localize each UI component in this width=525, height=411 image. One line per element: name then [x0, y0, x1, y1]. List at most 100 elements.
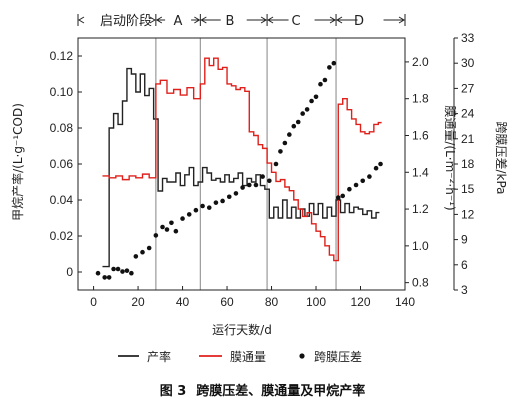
y-right2-tick-label: 24 — [461, 107, 475, 121]
y-right-tick-label: 1.4 — [412, 165, 429, 179]
tmp-point — [300, 111, 305, 116]
tmp-point — [106, 275, 112, 280]
tmp-point — [95, 270, 101, 276]
figure-caption-text: 跨膜压差、膜通量及甲烷产率 — [196, 384, 366, 399]
tmp-point — [347, 186, 352, 192]
y-left-tick-label: 0.12 — [50, 49, 74, 63]
axes: 0 20 40 60 80 100 120 140 0 0.02 0.04 0.06 0.08 0.10 0… — [50, 31, 475, 309]
y-right-tick-label: 1.8 — [412, 92, 429, 106]
y-left-tick-label: 0.06 — [50, 157, 74, 171]
tmp-point — [133, 254, 139, 259]
y-right-tick-label: 2.0 — [412, 55, 429, 69]
tmp-point — [186, 212, 192, 217]
legend-label-methane: 产率 — [147, 349, 171, 364]
tmp-point — [287, 132, 292, 137]
legend-label-flux: 膜通量 — [230, 350, 266, 364]
tmp-point — [240, 185, 245, 190]
y-right2-tick-label: 15 — [461, 182, 475, 196]
stage-label-d: D — [354, 14, 364, 29]
tmp-point — [140, 249, 145, 255]
tmp-point — [253, 182, 259, 188]
y-right2-tick-label: 33 — [461, 31, 475, 45]
tmp-point — [331, 60, 337, 66]
tmp-point — [318, 81, 323, 87]
tmp-point — [153, 233, 159, 238]
y-axis-title-right2: 跨膜压差/kPa — [494, 121, 508, 194]
tmp-point — [146, 245, 152, 251]
stage-arrow-head — [194, 16, 201, 24]
tmp-point — [193, 207, 199, 213]
x-tick-label: 40 — [176, 295, 190, 309]
tmp-point — [173, 228, 179, 234]
y-left-tick-label: 0.02 — [50, 229, 74, 243]
y-left-tick-label: 0.08 — [50, 121, 74, 135]
tmp-point — [180, 216, 185, 221]
tmp-point — [111, 266, 116, 272]
tmp-point — [340, 193, 346, 199]
tmp-point — [220, 198, 225, 204]
tmp-point — [160, 224, 165, 230]
legend-label-tmp: 跨膜压差 — [314, 350, 362, 364]
tmp-point — [367, 174, 372, 179]
legend: 产率 膜通量 跨膜压差 — [118, 349, 362, 364]
stage-label-b: B — [226, 14, 235, 29]
y-left-tick-label: 0.04 — [50, 193, 74, 207]
tmp-point — [169, 220, 174, 226]
tmp-point — [129, 270, 134, 276]
tmp-point — [373, 165, 379, 171]
x-tick-label: 0 — [90, 295, 97, 309]
y-right2-tick-label: 30 — [461, 56, 475, 70]
y-right2-tick-label: 9 — [461, 233, 468, 247]
x-tick-label: 120 — [350, 295, 370, 309]
stage-arrow-head — [336, 16, 343, 24]
tmp-point — [353, 182, 359, 188]
tmp-point — [309, 98, 314, 104]
tmp-point — [246, 182, 252, 188]
stage-label-a: A — [174, 14, 183, 29]
x-axis-title: 运行天数/d — [212, 322, 272, 337]
y-right2-tick-label: 27 — [461, 81, 475, 95]
legend-marker-tmp — [299, 353, 305, 359]
figure-caption: 图 3 跨膜压差、膜通量及甲烷产率 — [0, 380, 525, 399]
y-right2-tick-label: 12 — [461, 207, 475, 221]
stage-band: 启动阶段 A B C D — [77, 14, 406, 29]
tmp-point — [164, 227, 170, 232]
y-right-tick-label: 1.0 — [412, 239, 429, 253]
plot-area — [95, 57, 383, 280]
tmp-point — [102, 275, 107, 280]
stage-arrow-head — [398, 16, 405, 24]
figure-number: 图 3 — [159, 384, 187, 399]
tmp-point — [267, 178, 272, 184]
x-tick-label: 20 — [131, 295, 145, 309]
tmp-point — [327, 65, 332, 70]
y-axis-title-right: 膜通量/(L·m⁻²·h⁻¹) — [443, 105, 457, 210]
tmp-point — [260, 174, 265, 179]
tmp-point — [233, 191, 239, 196]
stage-arrow-head — [260, 16, 268, 24]
tmp-point — [213, 200, 219, 205]
tmp-point — [278, 149, 283, 154]
stage-arrow-head — [200, 16, 207, 24]
stage-label-startup: 启动阶段 — [100, 14, 152, 29]
x-tick-label: 140 — [395, 295, 415, 309]
tmp-point — [322, 77, 328, 83]
y-right2-tick-label: 6 — [461, 258, 468, 272]
y-right-tick-label: 0.8 — [412, 276, 429, 290]
tmp-point — [124, 268, 130, 273]
x-tick-label: 80 — [265, 295, 279, 309]
tmp-point — [295, 119, 301, 125]
tmp-point — [226, 194, 232, 200]
stage-arrow-head — [149, 16, 156, 24]
tmp-point — [335, 195, 341, 200]
stage-arrow-head — [267, 16, 274, 24]
x-tick-label: 60 — [220, 295, 234, 309]
tmp-point — [200, 203, 205, 209]
tmp-point — [115, 266, 121, 272]
tmp-point — [360, 178, 366, 184]
y-right-tick-label: 1.2 — [412, 202, 429, 216]
stage-arrow-head — [155, 16, 163, 24]
y-right-tick-label: 1.6 — [412, 128, 429, 142]
y-left-tick-label: 0.10 — [50, 85, 74, 99]
y-left-tick-label: 0 — [66, 265, 73, 279]
tmp-point — [291, 123, 297, 129]
